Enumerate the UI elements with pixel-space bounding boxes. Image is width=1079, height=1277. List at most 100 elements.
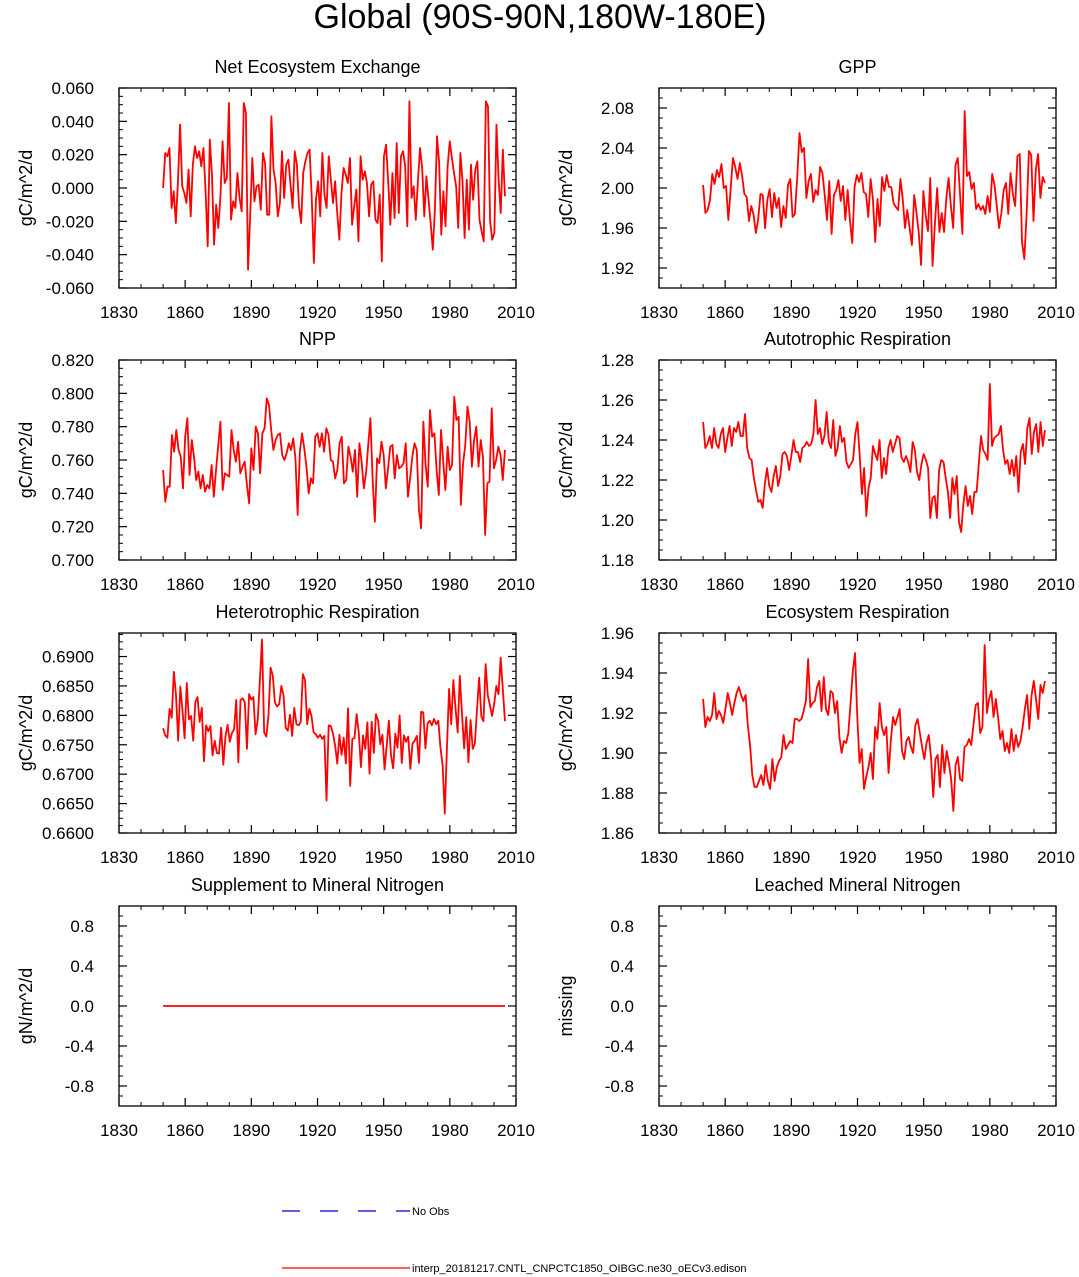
x-tick-label: 1890 [772,848,810,867]
y-tick-label: 1.26 [601,391,634,410]
y-tick-label: 1.92 [601,259,634,278]
y-tick-label: 1.86 [601,824,634,843]
y-tick-label: 0.6750 [42,736,94,755]
x-tick-label: 1890 [232,575,270,594]
panel-title: Net Ecosystem Exchange [214,57,420,77]
x-tick-label: 1920 [299,1121,337,1140]
x-tick-label: 1950 [905,1121,943,1140]
x-tick-label: 1980 [971,1121,1009,1140]
y-tick-label: 1.94 [601,664,634,683]
y-tick-label: -0.040 [46,246,94,265]
x-tick-label: 2010 [497,303,535,322]
panel-7: Supplement to Mineral Nitrogen gN/m^2/d 18… [16,875,535,1140]
y-tick-label: 0.0 [610,997,634,1016]
x-tick-label: 1830 [640,848,678,867]
y-tick-label: 1.20 [601,511,634,530]
y-tick-label: 0.8 [610,917,634,936]
y-tick-label: 0.0 [70,997,94,1016]
y-tick-label: 0.800 [51,384,94,403]
y-tick-label: 0.6700 [42,765,94,784]
x-tick-label: 1890 [232,1121,270,1140]
y-tick-label: 0.000 [51,179,94,198]
y-tick-label: 0.820 [51,351,94,370]
y-tick-label: 0.720 [51,518,94,537]
x-tick-label: 1950 [365,575,403,594]
x-tick-label: 1830 [100,848,138,867]
x-tick-label: 2010 [1037,848,1075,867]
x-tick-label: 1980 [431,1121,469,1140]
x-tick-label: 1950 [905,848,943,867]
x-tick-label: 1860 [706,575,744,594]
x-tick-label: 1830 [640,303,678,322]
y-tick-label: 0.8 [70,917,94,936]
x-tick-label: 1860 [166,303,204,322]
y-tick-label: 0.020 [51,146,94,165]
y-tick-label: 0.6650 [42,795,94,814]
model-series-line [162,395,506,536]
panel-8: Leached Mineral Nitrogen missing 1830 1860 1… [556,875,1075,1140]
y-tick-label: 0.4 [70,957,94,976]
y-tick-label: 0.060 [51,79,94,98]
y-tick-label: 0.760 [51,451,94,470]
x-tick-label: 1830 [100,1121,138,1140]
panel-title: GPP [838,57,876,77]
panel-title: Leached Mineral Nitrogen [754,875,960,895]
y-tick-label: 1.92 [601,704,634,723]
x-tick-label: 1920 [839,303,877,322]
y-tick-label: -0.4 [605,1037,634,1056]
y-tick-label: 0.6850 [42,677,94,696]
y-tick-label: 2.04 [601,139,634,158]
panel-2: GPP gC/m^2/d 1830 1860 1890 1920 1950 1980 2010 1… [556,57,1075,322]
model-series-line [162,638,506,815]
y-tick-label: 1.96 [601,624,634,643]
y-tick-label: 0.040 [51,112,94,131]
figure-title: Global (90S-90N,180W-180E) [314,0,767,36]
x-tick-label: 1950 [365,1121,403,1140]
x-tick-label: 1890 [772,1121,810,1140]
x-tick-label: 1980 [971,575,1009,594]
y-axis-label: gC/m^2/d [556,695,576,771]
model-series-line [702,383,1046,533]
x-tick-label: 1950 [365,848,403,867]
x-tick-label: 1860 [166,848,204,867]
y-axis-label: missing [556,975,576,1036]
x-tick-label: 1980 [431,303,469,322]
y-tick-label: 0.6800 [42,706,94,725]
panel-6: Ecosystem Respiration gC/m^2/d 1830 1860 189… [556,602,1075,867]
x-tick-label: 1950 [365,303,403,322]
x-tick-label: 2010 [1037,303,1075,322]
y-tick-label: 0.740 [51,484,94,503]
x-tick-label: 1860 [166,575,204,594]
panel-1: Net Ecosystem Exchange gC/m^2/d 1830 1860 18… [16,57,535,322]
y-tick-label: 0.6900 [42,648,94,667]
model-series-line [702,110,1046,267]
plot-frame [658,905,1057,1107]
x-tick-label: 1860 [706,848,744,867]
y-axis-label: gC/m^2/d [556,150,576,226]
y-axis-label: gC/m^2/d [556,422,576,498]
y-tick-label: -0.8 [605,1077,634,1096]
y-tick-label: 0.700 [51,551,94,570]
panel-5: Heterotrophic Respiration gC/m^2/d 1830 186… [16,602,535,867]
x-tick-label: 1830 [640,1121,678,1140]
y-tick-label: -0.060 [46,279,94,298]
x-tick-label: 1920 [299,575,337,594]
legend-obs-label: No Obs [412,1206,450,1218]
y-tick-label: 1.24 [601,431,634,450]
x-tick-label: 1860 [166,1121,204,1140]
panel-title: Ecosystem Respiration [765,602,949,622]
y-tick-label: -0.8 [65,1077,94,1096]
y-tick-label: 0.780 [51,418,94,437]
x-tick-label: 1860 [706,1121,744,1140]
y-tick-label: 1.88 [601,784,634,803]
legend-model-label: interp_20181217.CNTL_CNPCTC1850_OIBGC.ne… [412,1263,746,1275]
plot-frame [658,87,1057,289]
panel-4: Autotrophic Respiration gC/m^2/d 1830 1860 1… [556,329,1075,594]
y-tick-label: 1.22 [601,471,634,490]
y-tick-label: 1.18 [601,551,634,570]
x-tick-label: 1890 [232,303,270,322]
model-series-line [162,100,506,271]
x-tick-label: 2010 [497,575,535,594]
panel-title: Autotrophic Respiration [764,329,951,349]
